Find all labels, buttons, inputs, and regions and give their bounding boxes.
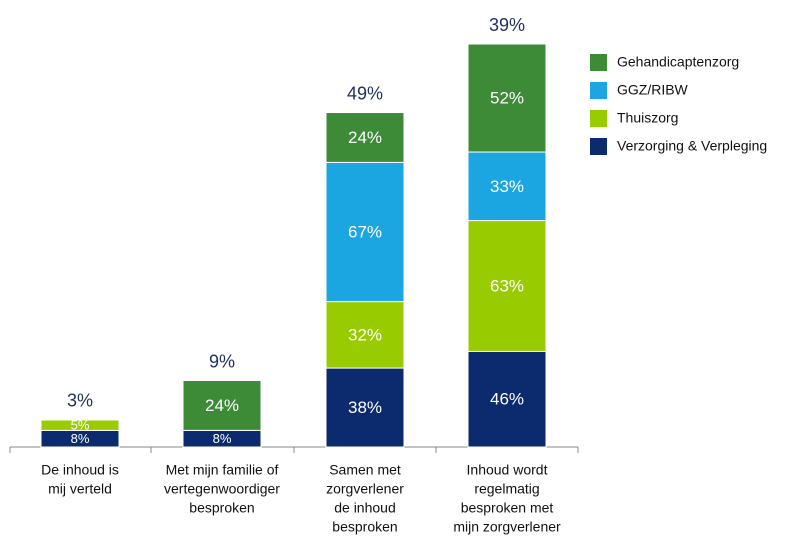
x-tick-label: vertegenwoordiger [164, 481, 280, 497]
data-label: 63% [490, 276, 524, 295]
data-label: 52% [490, 88, 524, 107]
bar-segment [467, 350, 547, 448]
data-label: 38% [348, 398, 382, 417]
data-label: 24% [205, 396, 239, 415]
legend-label: Gehandicaptenzorg [617, 54, 739, 70]
x-tick-label: besproken [332, 519, 397, 535]
x-tick-label: mijn zorgverlener [453, 519, 561, 535]
x-tick-label: besproken met [461, 500, 554, 516]
bar-segment [467, 43, 547, 153]
x-tick-label: mij verteld [48, 481, 112, 497]
bar-segment [325, 112, 405, 163]
data-label: 33% [490, 177, 524, 196]
data-label: 24% [348, 128, 382, 147]
data-label: 67% [348, 222, 382, 241]
total-label: 3% [67, 391, 93, 411]
data-label: 5% [71, 418, 90, 433]
legend-label: Verzorging & Verpleging [617, 138, 767, 154]
bar-segment [467, 220, 547, 352]
x-tick-label: Met mijn familie of [166, 462, 279, 478]
total-label: 49% [347, 83, 383, 103]
bar-segment [182, 380, 262, 431]
legend-swatch [590, 110, 607, 127]
x-tick-label: zorgverlener [326, 481, 404, 497]
x-tick-label: Samen met [329, 462, 401, 478]
x-tick-label: De inhoud is [41, 462, 119, 478]
total-label: 9% [209, 351, 235, 371]
data-label: 8% [71, 431, 90, 446]
x-tick-label: Inhoud wordt [467, 462, 548, 478]
bar-segment [40, 419, 120, 431]
legend-swatch [590, 138, 607, 155]
x-tick-label: de inhoud [334, 500, 396, 516]
bar-segment [467, 151, 547, 222]
total-label: 39% [489, 15, 525, 35]
x-tick-label: besproken [189, 500, 254, 516]
legend-swatch [590, 54, 607, 71]
legend-label: Thuiszorg [617, 110, 678, 126]
data-label: 46% [490, 390, 524, 409]
data-label: 32% [348, 325, 382, 344]
legend-label: GGZ/RIBW [617, 82, 689, 98]
legend-swatch [590, 82, 607, 99]
data-label: 8% [213, 431, 232, 446]
x-tick-label: regelmatig [474, 481, 539, 497]
